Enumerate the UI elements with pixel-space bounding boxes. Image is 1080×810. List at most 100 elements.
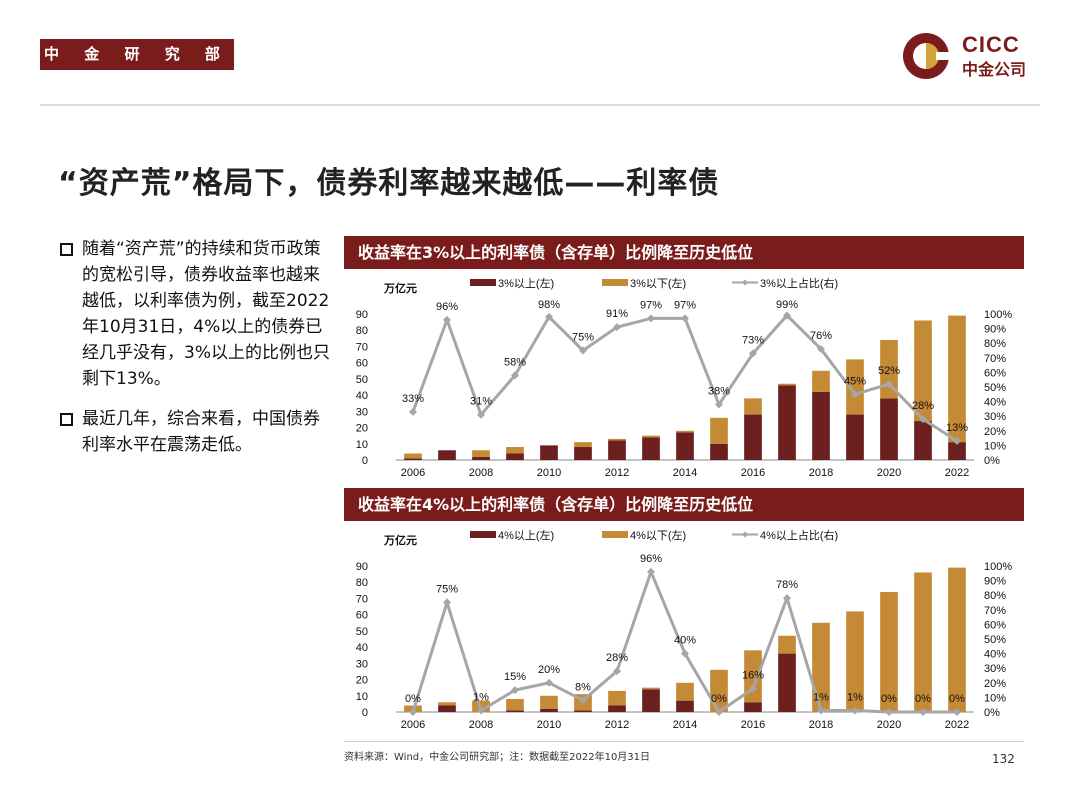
ratio-point-2013 <box>647 567 655 576</box>
bullet-square-icon <box>60 413 73 426</box>
bar-above-2020 <box>880 398 898 460</box>
bar-below-2009 <box>506 699 524 711</box>
ratio-point-2018 <box>817 706 825 715</box>
legend-label-ratio: 3%以上占比(右) <box>760 276 838 290</box>
y-left-tick: 50 <box>356 374 368 386</box>
legend-marker-ratio <box>742 531 748 538</box>
bar-above-2013 <box>642 689 660 712</box>
chart-2-title: 收益率在4%以上的利率债（含存单）比例降至历史低位 <box>344 488 1024 521</box>
bar-above-2022 <box>948 442 966 460</box>
y-left-tick: 40 <box>356 642 368 654</box>
ratio-label-2022: 0% <box>949 693 965 705</box>
bar-below-2018 <box>812 370 830 392</box>
bar-below-2014 <box>676 430 694 433</box>
ratio-label-2012: 28% <box>606 652 628 664</box>
y-right-tick: 100% <box>984 561 1012 573</box>
ratio-label-2018: 1% <box>813 692 829 704</box>
ratio-point-2020 <box>885 380 893 389</box>
ratio-point-2013 <box>647 314 655 323</box>
y-right-tick: 50% <box>984 634 1006 646</box>
bar-below-2013 <box>642 435 660 438</box>
bar-below-2018 <box>812 622 830 712</box>
x-tick-label: 2020 <box>877 467 901 479</box>
bar-above-2017 <box>778 385 796 460</box>
y-left-tick: 80 <box>356 577 368 589</box>
y-right-tick: 10% <box>984 440 1006 452</box>
ratio-label-2013: 97% <box>640 299 662 311</box>
chart-4pct: 万亿元 4%以上(左) 4%以下(左) 4%以上占比(右) 0 10 20 30 40 50 60 7… <box>356 528 1013 731</box>
bar-below-2012 <box>608 690 626 706</box>
legend-swatch-above <box>470 531 496 538</box>
ratio-point-2008 <box>477 706 485 715</box>
y-left-tick: 10 <box>356 691 368 703</box>
bar-below-2019 <box>846 359 864 415</box>
bar-below-2015 <box>710 417 728 444</box>
bar-below-2016 <box>744 650 762 703</box>
ratio-point-2021 <box>919 415 927 424</box>
ratio-point-2018 <box>817 345 825 354</box>
bar-above-2006 <box>404 458 422 460</box>
y-right-tick: 30% <box>984 411 1006 423</box>
bar-below-2021 <box>914 320 932 422</box>
ratio-point-2011 <box>579 696 587 705</box>
x-tick-label: 2012 <box>605 719 629 731</box>
chart-3pct: 万亿元 3%以上(左) 3%以下(左) 3%以上占比(右) 0 10 20 30 40 50 60 7… <box>356 276 1013 479</box>
x-tick-label: 2016 <box>741 719 765 731</box>
ratio-label-2020: 0% <box>881 693 897 705</box>
ratio-label-2009: 58% <box>504 356 526 368</box>
y-left-tick: 60 <box>356 610 368 622</box>
bar-below-2007 <box>438 702 456 706</box>
legend-swatch-above <box>470 279 496 286</box>
bar-below-2022 <box>948 567 966 712</box>
bar-below-2019 <box>846 611 864 712</box>
header-divider <box>40 104 1040 106</box>
x-tick-label: 2022 <box>945 467 969 479</box>
y-right-tick: 70% <box>984 605 1006 617</box>
ratio-label-2007: 75% <box>436 584 458 596</box>
x-tick-label: 2012 <box>605 467 629 479</box>
bar-below-2020 <box>880 339 898 399</box>
bullet-item: 最近几年，综合来看，中国债券利率水平在震荡走低。 <box>60 406 330 458</box>
ratio-label-2017: 99% <box>776 299 798 311</box>
ratio-point-2006 <box>409 708 417 716</box>
logo-text-cn: 中金公司 <box>962 60 1027 79</box>
y-right-tick: 30% <box>984 663 1006 675</box>
y-right-tick: 100% <box>984 309 1012 321</box>
ratio-line <box>411 313 958 443</box>
source-note: 资料来源：Wind，中金公司研究部；注：数据截至2022年10月31日 <box>344 752 651 763</box>
ratio-point-2014 <box>681 314 689 323</box>
ratio-point-2021 <box>919 708 927 716</box>
bar-below-2009 <box>506 447 524 454</box>
bar-above-2014 <box>676 432 694 460</box>
bar-below-2022 <box>948 315 966 443</box>
bar-below-2020 <box>880 591 898 712</box>
y-left-tick: 50 <box>356 626 368 638</box>
footer-divider <box>344 741 1024 742</box>
ratio-label-2019: 1% <box>847 692 863 704</box>
bar-below-2015 <box>710 669 728 712</box>
legend-swatch-below <box>602 279 628 286</box>
ratio-point-2019 <box>851 706 859 715</box>
legend-label-below: 3%以下(左) <box>630 277 686 290</box>
ratio-label-2011: 8% <box>575 681 591 693</box>
bar-below-2013 <box>642 687 660 690</box>
y-left-tick: 60 <box>356 358 368 370</box>
ratio-label-2008: 1% <box>473 692 489 704</box>
ratio-point-2019 <box>851 390 859 399</box>
x-tick-label: 2018 <box>809 719 833 731</box>
bar-below-2017 <box>778 383 796 386</box>
ratio-point-2009 <box>511 371 519 380</box>
legend-label-above: 3%以上(左) <box>498 277 554 290</box>
bar-above-2011 <box>574 447 592 460</box>
ratio-point-2009 <box>511 686 519 695</box>
ratio-label-2012: 91% <box>606 308 628 320</box>
chart-1-title: 收益率在3%以上的利率债（含存单）比例降至历史低位 <box>344 236 1024 269</box>
y-left-tick: 0 <box>362 455 368 467</box>
ratio-point-2007 <box>443 598 451 607</box>
ratio-point-2012 <box>613 323 621 332</box>
x-tick-label: 2008 <box>469 719 493 731</box>
ratio-label-2016: 73% <box>742 334 764 346</box>
ratio-label-2006: 33% <box>402 393 424 405</box>
ratio-point-2017 <box>783 311 791 320</box>
y-right-tick: 20% <box>984 426 1006 438</box>
